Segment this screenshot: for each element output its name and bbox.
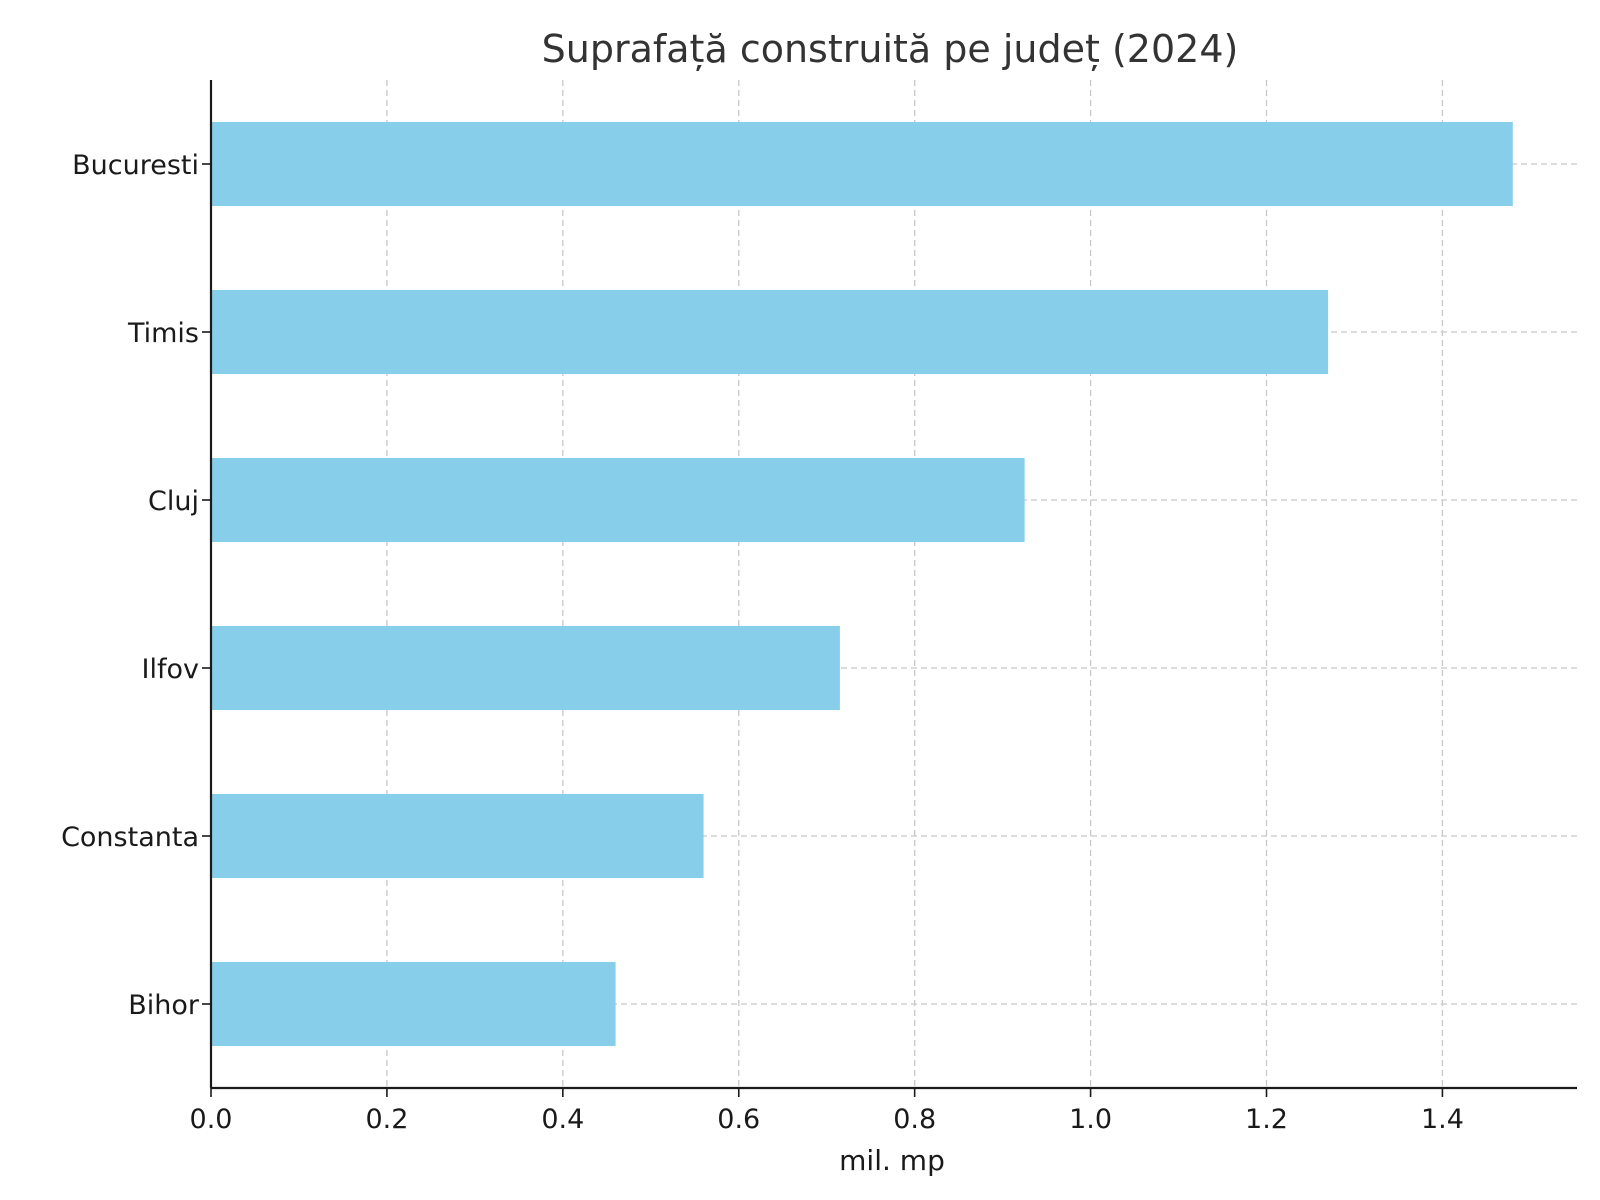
axes (209, 80, 1577, 1090)
y-tick-label: Bucuresti (72, 150, 199, 181)
bar (211, 290, 1329, 374)
x-tick-label: 1.4 (1421, 1104, 1464, 1135)
y-tick-label: Timis (127, 318, 199, 349)
x-tick-label: 0.0 (190, 1104, 233, 1135)
x-tick-label: 0.6 (717, 1104, 760, 1135)
bar (211, 458, 1025, 542)
bar (211, 626, 840, 710)
chart-title: Suprafață construită pe județ (2024) (542, 27, 1239, 71)
y-ticks: Bucuresti Timis Cluj Ilfov Constanta Bihor (61, 150, 211, 1021)
x-tick-label: 0.2 (365, 1104, 408, 1135)
y-tick-label: Cluj (148, 486, 199, 517)
y-tick-label: Bihor (128, 990, 200, 1021)
bar (211, 962, 616, 1046)
x-tick-label: 0.8 (893, 1104, 936, 1135)
y-tick-label: Ilfov (142, 654, 199, 685)
bar (211, 122, 1513, 206)
x-tick-label: 1.0 (1069, 1104, 1112, 1135)
y-tick-label: Constanta (61, 822, 199, 853)
x-tick-label: 0.4 (541, 1104, 584, 1135)
x-axis-label: mil. mp (839, 1144, 945, 1177)
x-ticks: 0.0 0.2 0.4 0.6 0.8 1.0 1.2 1.4 (190, 1088, 1464, 1135)
grid (210, 80, 1577, 1088)
bars (211, 122, 1513, 1046)
x-tick-label: 1.2 (1245, 1104, 1288, 1135)
bar (211, 794, 704, 878)
